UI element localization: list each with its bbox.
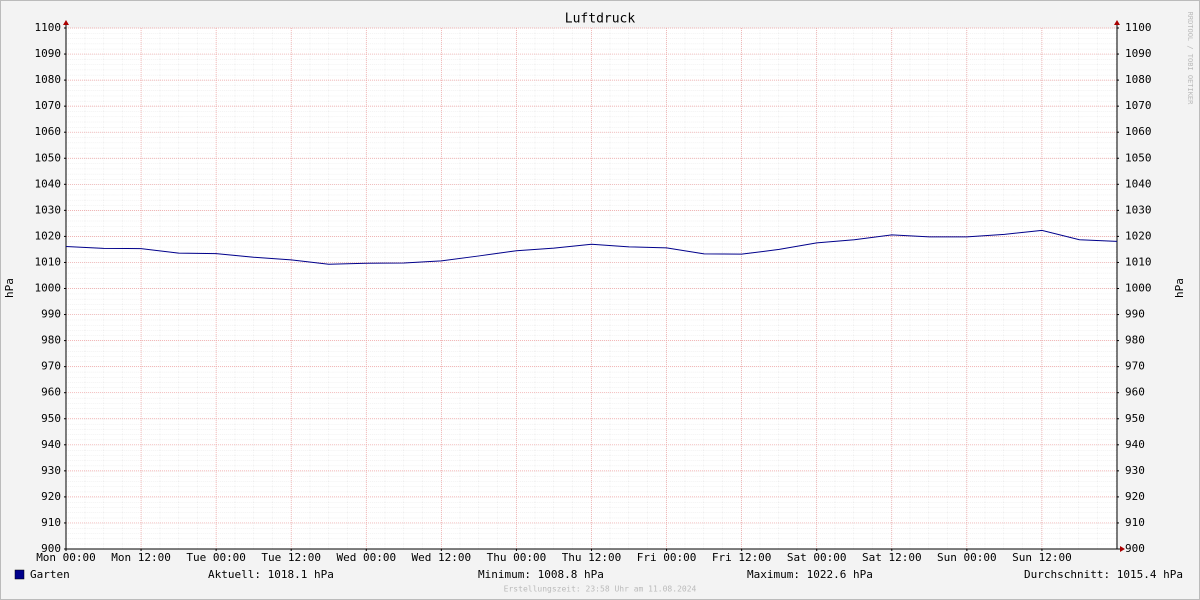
legend-label: Garten <box>30 568 70 581</box>
x-tick-label: Sun 12:00 <box>1012 551 1072 564</box>
legend-swatch <box>14 569 25 580</box>
axis-arrow <box>63 20 69 25</box>
y2-tick-label: 1040 <box>1125 177 1152 190</box>
y2-tick-label: 960 <box>1125 386 1145 399</box>
y2-tick-label: 910 <box>1125 516 1145 529</box>
y-tick-label: 1050 <box>35 151 62 164</box>
x-tick-label: Fri 00:00 <box>637 551 697 564</box>
y2-tick-label: 970 <box>1125 360 1145 373</box>
legend-stat: Aktuell: 1018.1 hPa <box>208 568 334 581</box>
y-tick-label: 910 <box>41 516 61 529</box>
footer: Erstellungszeit: 23:58 Uhr am 11.08.2024 <box>504 585 697 594</box>
y-tick-label: 960 <box>41 386 61 399</box>
y-tick-label: 990 <box>41 308 61 321</box>
x-tick-label: Fri 12:00 <box>712 551 772 564</box>
y2-tick-label: 1060 <box>1125 125 1152 138</box>
y2-tick-label: 1090 <box>1125 47 1152 60</box>
y2-tick-label: 930 <box>1125 464 1145 477</box>
x-tick-label: Thu 00:00 <box>487 551 547 564</box>
legend-stat: Durchschnitt: 1015.4 hPa <box>1024 568 1183 581</box>
y2-tick-label: 1070 <box>1125 99 1152 112</box>
y-axis-label: hPa <box>3 278 16 298</box>
x-tick-label: Tue 00:00 <box>186 551 246 564</box>
x-tick-label: Mon 00:00 <box>36 551 96 564</box>
y-tick-label: 1020 <box>35 229 62 242</box>
x-tick-label: Sat 12:00 <box>862 551 922 564</box>
y2-tick-label: 1010 <box>1125 255 1152 268</box>
chart-title: Luftdruck <box>565 12 636 27</box>
y-tick-label: 1100 <box>35 21 62 34</box>
y-tick-label: 1000 <box>35 282 62 295</box>
axis-arrow <box>1114 20 1120 25</box>
y-tick-label: 1060 <box>35 125 62 138</box>
x-tick-label: Wed 00:00 <box>336 551 396 564</box>
y-tick-label: 1010 <box>35 255 62 268</box>
y2-tick-label: 980 <box>1125 334 1145 347</box>
legend-stat: Maximum: 1022.6 hPa <box>747 568 873 581</box>
y2-tick-label: 1000 <box>1125 282 1152 295</box>
y-tick-label: 1030 <box>35 203 62 216</box>
legend-stat: Minimum: 1008.8 hPa <box>478 568 604 581</box>
watermark: RRDTOOL / TOBI OETIKER <box>1186 12 1194 106</box>
y-tick-label: 1080 <box>35 73 62 86</box>
x-tick-label: Thu 12:00 <box>562 551 622 564</box>
x-tick-label: Sat 00:00 <box>787 551 847 564</box>
y-tick-label: 920 <box>41 490 61 503</box>
y-tick-label: 980 <box>41 334 61 347</box>
y-tick-label: 1070 <box>35 99 62 112</box>
axis-arrow <box>1120 546 1125 552</box>
y2-tick-label: 1100 <box>1125 21 1152 34</box>
y2-tick-label: 1050 <box>1125 151 1152 164</box>
y-tick-label: 930 <box>41 464 61 477</box>
y2-tick-label: 1020 <box>1125 229 1152 242</box>
y-tick-label: 970 <box>41 360 61 373</box>
x-tick-label: Sun 00:00 <box>937 551 997 564</box>
y2-tick-label: 900 <box>1125 542 1145 555</box>
y2-tick-label: 920 <box>1125 490 1145 503</box>
x-tick-label: Mon 12:00 <box>111 551 171 564</box>
y2-tick-label: 950 <box>1125 412 1145 425</box>
y2-tick-label: 990 <box>1125 308 1145 321</box>
x-tick-label: Tue 12:00 <box>261 551 321 564</box>
y-tick-label: 900 <box>41 542 61 555</box>
y-tick-label: 950 <box>41 412 61 425</box>
y2-axis-label: hPa <box>1173 278 1186 298</box>
y2-tick-label: 1030 <box>1125 203 1152 216</box>
series-line <box>65 229 1118 265</box>
x-tick-label: Wed 12:00 <box>412 551 472 564</box>
y-tick-label: 940 <box>41 438 61 451</box>
y2-tick-label: 940 <box>1125 438 1145 451</box>
y-tick-label: 1040 <box>35 177 62 190</box>
y2-tick-label: 1080 <box>1125 73 1152 86</box>
y-tick-label: 1090 <box>35 47 62 60</box>
